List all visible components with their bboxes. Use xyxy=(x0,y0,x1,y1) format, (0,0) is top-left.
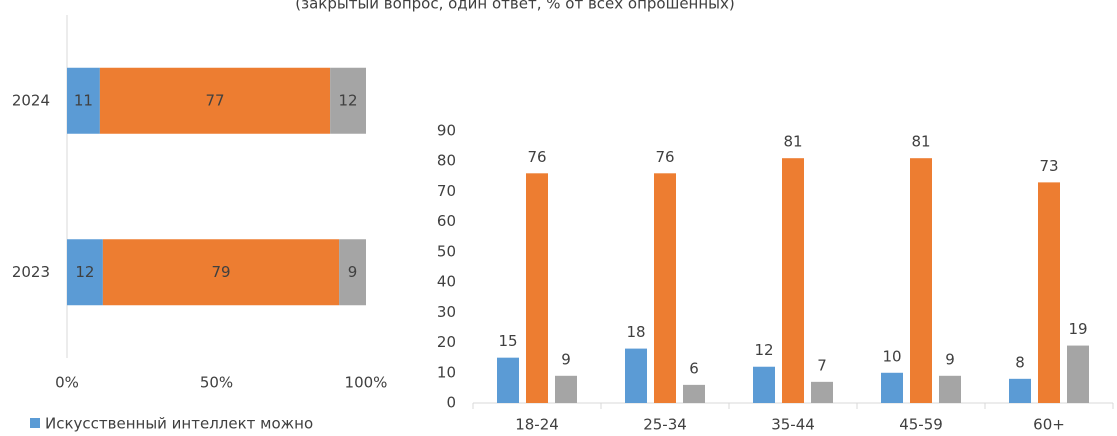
x-tick-label: 45-59 xyxy=(899,416,943,434)
data-label: 77 xyxy=(205,91,224,109)
data-label: 81 xyxy=(783,133,802,151)
bar xyxy=(881,373,903,403)
chart-page: (закрытый вопрос, один ответ, % от всех … xyxy=(0,0,1117,436)
bar xyxy=(1009,379,1031,403)
data-label: 79 xyxy=(211,263,230,281)
bar xyxy=(753,367,775,403)
bar xyxy=(910,158,932,403)
bar xyxy=(1067,346,1089,403)
data-label: 10 xyxy=(882,347,901,365)
data-label: 6 xyxy=(689,359,699,377)
bar xyxy=(782,158,804,403)
data-label: 76 xyxy=(655,148,674,166)
x-tick-label: 18-24 xyxy=(515,416,559,434)
data-label: 12 xyxy=(75,263,94,281)
bar xyxy=(526,173,548,403)
y-tick-label: 60 xyxy=(437,212,456,230)
data-label: 19 xyxy=(1068,320,1087,338)
y-tick-label: 90 xyxy=(437,122,456,140)
data-label: 9 xyxy=(561,350,571,368)
y-tick-label: 30 xyxy=(437,303,456,321)
x-tick-label: 0% xyxy=(55,374,79,392)
bar xyxy=(625,349,647,403)
data-label: 7 xyxy=(817,356,827,374)
x-tick-label: 60+ xyxy=(1033,416,1065,434)
x-tick-label: 25-34 xyxy=(643,416,687,434)
bar xyxy=(1038,182,1060,403)
bar xyxy=(683,385,705,403)
data-label: 12 xyxy=(339,91,358,109)
data-label: 8 xyxy=(1015,353,1025,371)
data-label: 15 xyxy=(498,332,517,350)
bar xyxy=(939,376,961,403)
data-label: 73 xyxy=(1039,157,1058,175)
x-tick-label: 50% xyxy=(200,374,233,392)
y-tick-label: 20 xyxy=(437,333,456,351)
data-label: 18 xyxy=(626,323,645,341)
data-label: 12 xyxy=(754,341,773,359)
x-tick-label: 100% xyxy=(345,374,388,392)
data-label: 9 xyxy=(348,263,358,281)
bar xyxy=(811,382,833,403)
y-tick-label: 70 xyxy=(437,182,456,200)
y-tick-label: 2023 xyxy=(12,263,50,281)
subtitle: (закрытый вопрос, один ответ, % от всех … xyxy=(295,0,734,13)
bar xyxy=(555,376,577,403)
bar xyxy=(497,358,519,403)
y-tick-label: 2024 xyxy=(12,91,50,109)
y-tick-label: 50 xyxy=(437,242,456,260)
data-label: 76 xyxy=(527,148,546,166)
bar xyxy=(654,173,676,403)
data-label: 9 xyxy=(945,350,955,368)
data-label: 81 xyxy=(911,133,930,151)
y-tick-label: 80 xyxy=(437,152,456,170)
data-label: 11 xyxy=(74,91,93,109)
y-tick-label: 10 xyxy=(437,363,456,381)
y-tick-label: 0 xyxy=(446,394,456,412)
x-tick-label: 35-44 xyxy=(771,416,815,434)
y-tick-label: 40 xyxy=(437,273,456,291)
legend-label: Искусственный интеллект можно xyxy=(45,415,313,433)
legend-swatch xyxy=(30,418,40,428)
